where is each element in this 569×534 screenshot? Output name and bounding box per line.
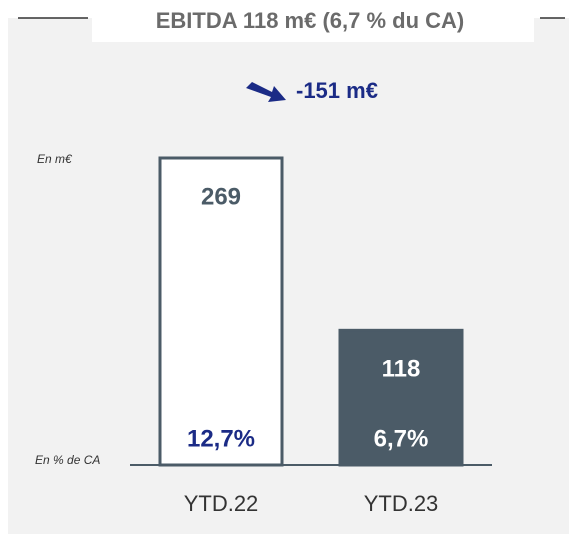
- bar: [158, 156, 284, 467]
- panel: [8, 18, 569, 534]
- value-label: 118: [382, 356, 421, 383]
- bar: [338, 328, 464, 467]
- pct-axis-label: En % de CA: [35, 453, 100, 467]
- title-bg: [92, 2, 534, 42]
- x-tick-label: YTD.22: [184, 491, 259, 516]
- pct-label: 12,7%: [187, 425, 255, 452]
- chart-title: EBITDA 118 m€ (6,7 % du CA): [156, 8, 464, 33]
- unit-label: En m€: [37, 152, 73, 166]
- value-label: 269: [201, 183, 241, 210]
- pct-label: 6,7%: [374, 425, 429, 452]
- x-tick-label: YTD.23: [364, 491, 439, 516]
- annotation: -151 m€: [296, 78, 378, 103]
- arrow: [246, 82, 286, 102]
